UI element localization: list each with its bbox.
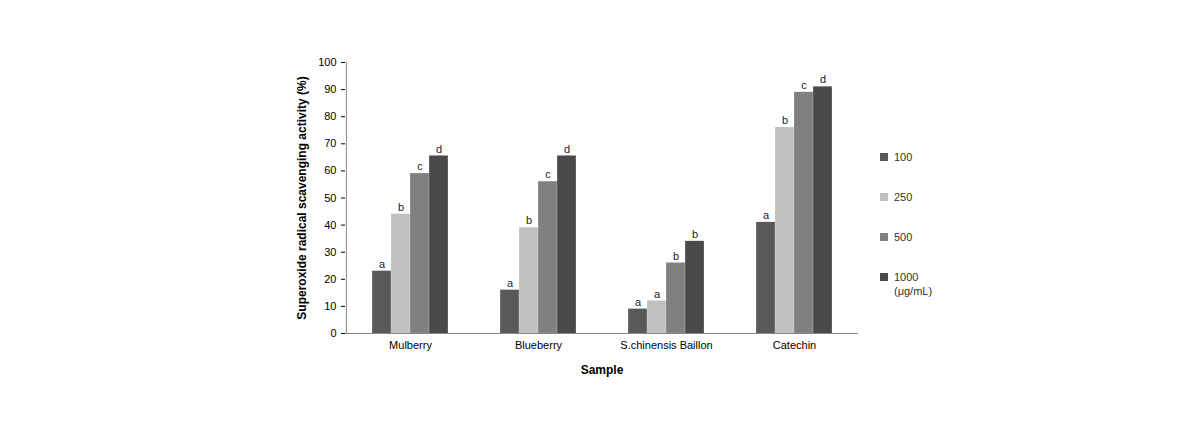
svg-text:c: c [801, 79, 807, 91]
svg-text:b: b [692, 228, 698, 240]
svg-text:d: d [820, 73, 826, 85]
svg-text:40: 40 [324, 219, 336, 231]
svg-text:a: a [635, 296, 642, 308]
html-text:100: 100 [894, 151, 913, 163]
svg-text:b: b [398, 201, 404, 213]
svg-text:Blueberry: Blueberry [515, 339, 563, 351]
svg-text:Sample: Sample [581, 363, 624, 377]
svg-text:a: a [654, 288, 661, 300]
svg-text:b: b [526, 214, 532, 226]
html-text:250: 250 [894, 191, 913, 203]
svg-text:b: b [673, 250, 679, 262]
svg-text:b: b [782, 114, 788, 126]
svg-text:Mulberry: Mulberry [389, 339, 432, 351]
svg-text:S.chinensis Baillon: S.chinensis Baillon [620, 339, 712, 351]
svg-text:30: 30 [324, 246, 336, 258]
svg-text:Superoxide radical scavenging: Superoxide radical scavenging activity (… [295, 76, 309, 319]
svg-text:0: 0 [330, 327, 336, 339]
html-text:500: 500 [894, 231, 913, 243]
svg-text:c: c [545, 168, 551, 180]
svg-text:60: 60 [324, 164, 336, 176]
svg-text:100: 100 [318, 56, 336, 68]
html-text:1000 (μg/mL): 1000 (μg/mL) [894, 271, 933, 297]
svg-text:80: 80 [324, 110, 336, 122]
svg-text:a: a [763, 209, 770, 221]
svg-text:d: d [564, 143, 570, 155]
svg-text:70: 70 [324, 137, 336, 149]
svg-text:50: 50 [324, 192, 336, 204]
svg-text:a: a [379, 258, 386, 270]
svg-text:d: d [436, 143, 442, 155]
svg-text:20: 20 [324, 273, 336, 285]
svg-text:Catechin: Catechin [773, 339, 816, 351]
svg-text:c: c [417, 160, 423, 172]
svg-text:a: a [507, 277, 514, 289]
svg-text:90: 90 [324, 83, 336, 95]
svg-text:10: 10 [324, 300, 336, 312]
